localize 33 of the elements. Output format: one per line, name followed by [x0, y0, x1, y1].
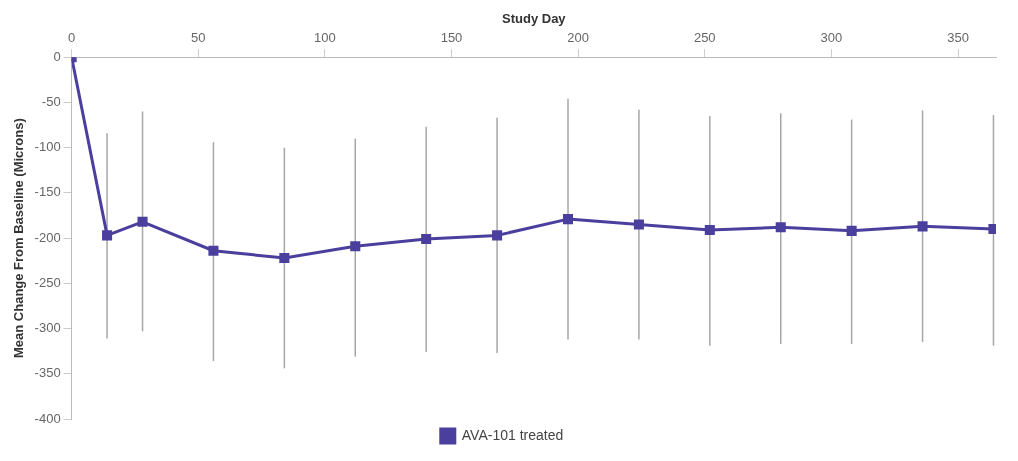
point — [421, 233, 432, 245]
point — [279, 252, 290, 264]
y-tick-label: -50 — [41, 94, 61, 109]
x-tick-label: 200 — [567, 29, 589, 45]
y-axis-title: Mean Change From Baseline (Microns) — [11, 118, 27, 359]
x-axis-title: Study Day — [502, 11, 567, 27]
point — [102, 230, 113, 241]
y-tick-label: 0 — [53, 48, 61, 64]
legend-label: AVA-101 treated — [461, 426, 564, 443]
x-tick-label: 150 — [440, 29, 463, 45]
x-tick-label: 300 — [820, 29, 843, 45]
x-tick-label: 250 — [693, 29, 716, 45]
y-tick-label: -250 — [34, 274, 61, 290]
point — [775, 222, 786, 233]
x-tick-label: 350 — [947, 29, 969, 45]
point — [846, 225, 857, 236]
y-tick-label: -400 — [34, 410, 61, 426]
point — [562, 214, 574, 225]
y-tick-label: -100 — [34, 139, 61, 155]
point — [917, 221, 928, 232]
x-tick-label: 100 — [314, 29, 336, 45]
x-tick-label: 50 — [191, 29, 206, 45]
point — [704, 224, 715, 235]
y-tick-label: -150 — [34, 184, 61, 200]
x-tick-label: 0 — [68, 29, 76, 45]
point — [137, 216, 148, 227]
point — [492, 230, 503, 241]
y-tick-label: -300 — [34, 320, 61, 336]
y-tick-label: -200 — [34, 229, 61, 245]
y-tick-label: -350 — [34, 365, 61, 381]
point — [350, 241, 361, 252]
point — [633, 219, 644, 230]
point — [208, 245, 219, 256]
